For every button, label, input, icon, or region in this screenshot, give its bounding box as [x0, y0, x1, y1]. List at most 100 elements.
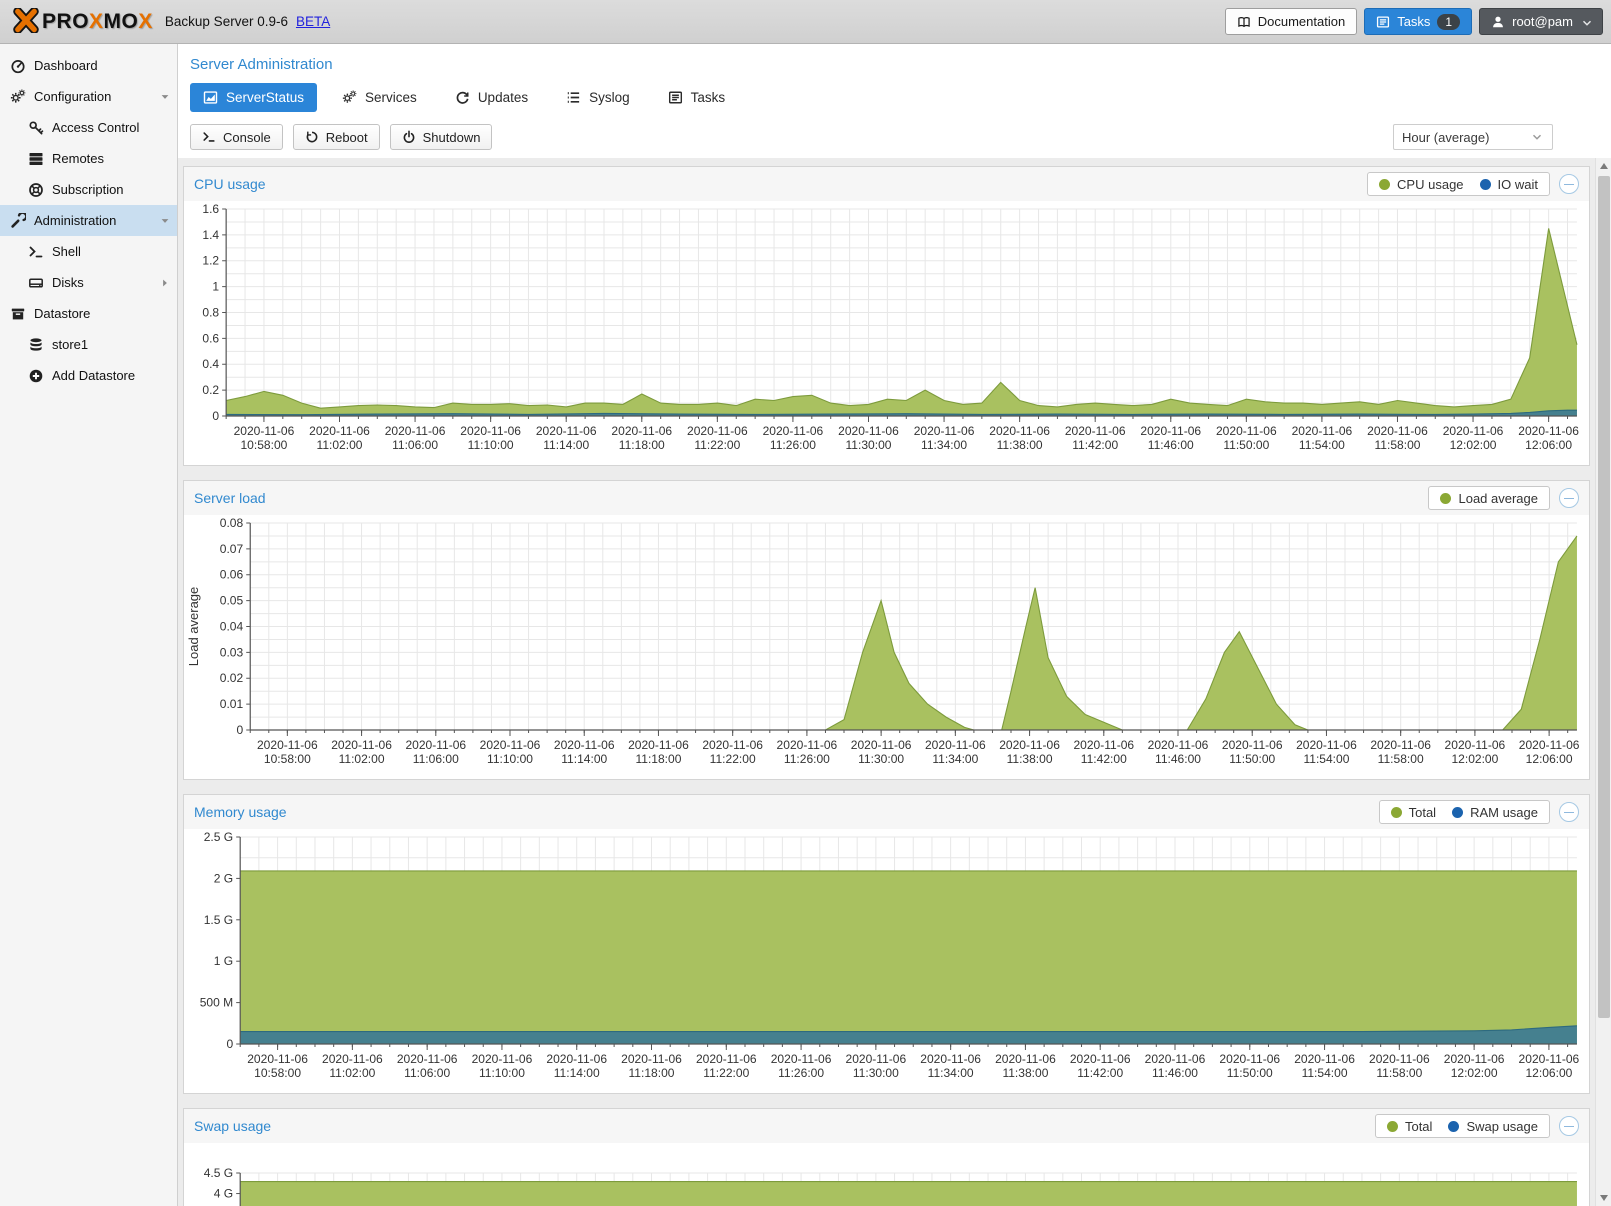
svg-text:2020-11-06: 2020-11-06	[838, 424, 899, 438]
panel-title: Swap usage	[194, 1118, 272, 1134]
svg-text:1.6: 1.6	[202, 202, 219, 216]
sidebar-item-disks[interactable]: Disks	[0, 267, 177, 298]
subscription-icon	[28, 182, 44, 198]
chevron-down-icon[interactable]	[159, 91, 171, 103]
beta-link[interactable]: BETA	[295, 14, 331, 29]
legend-item[interactable]: Load average	[1440, 491, 1538, 506]
memory-usage-legend[interactable]: Total RAM usage	[1378, 800, 1550, 824]
chevron-down-icon[interactable]	[159, 215, 171, 227]
legend-item[interactable]: IO wait	[1479, 176, 1538, 192]
svg-text:2020-11-06: 2020-11-06	[995, 1052, 1056, 1066]
svg-text:11:46:00: 11:46:00	[1152, 1066, 1198, 1080]
scroll-up-arrow[interactable]	[1596, 158, 1611, 174]
legend-dot-icon	[1379, 178, 1391, 190]
reboot-button[interactable]: Reboot	[292, 124, 380, 150]
tasks-count-badge: 1	[1437, 13, 1461, 30]
syslog-icon	[566, 90, 581, 105]
sidebar-item-remotes[interactable]: Remotes	[0, 143, 177, 174]
svg-text:11:34:00: 11:34:00	[928, 1066, 974, 1080]
reboot-icon	[305, 130, 319, 144]
svg-text:11:38:00: 11:38:00	[1002, 1066, 1048, 1080]
swap-usage-chart: 2020-11-0610:58:002020-11-0611:02:002020…	[204, 1166, 1577, 1206]
legend-item[interactable]: Total	[1386, 1119, 1432, 1134]
time-range-select[interactable]: Hour (average)	[1393, 124, 1553, 150]
console-button[interactable]: Console	[190, 124, 283, 150]
scroll-thumb[interactable]	[1598, 176, 1610, 1018]
sidebar-item-administration[interactable]: Administration	[0, 205, 177, 236]
svg-text:2020-11-06: 2020-11-06	[846, 1052, 907, 1066]
main-content: Server Administration ServerStatus Servic…	[178, 44, 1611, 1206]
scroll-down-arrow[interactable]	[1596, 1190, 1611, 1206]
server-load-chart: 2020-11-0610:58:002020-11-0611:02:002020…	[186, 516, 1580, 766]
collapse-panel-button[interactable]	[1559, 1116, 1579, 1136]
brand-word: PROXMOX	[42, 10, 153, 34]
database-icon	[28, 337, 44, 353]
svg-text:11:50:00: 11:50:00	[1227, 1066, 1273, 1080]
svg-text:0.07: 0.07	[220, 542, 244, 556]
svg-text:2020-11-06: 2020-11-06	[397, 1052, 458, 1066]
sidebar-item-dashboard[interactable]: Dashboard	[0, 50, 177, 81]
svg-text:2020-11-06: 2020-11-06	[989, 424, 1050, 438]
product-version: Backup Server 0.9-6	[164, 14, 288, 29]
user-menu-button[interactable]: root@pam	[1479, 8, 1603, 35]
swap-usage-legend[interactable]: Total Swap usage	[1374, 1114, 1550, 1138]
vertical-scrollbar[interactable]	[1595, 158, 1611, 1206]
svg-text:11:10:00: 11:10:00	[487, 752, 533, 766]
svg-text:11:14:00: 11:14:00	[561, 752, 607, 766]
sidebar-item-store1[interactable]: store1	[0, 329, 177, 360]
svg-text:12:02:00: 12:02:00	[1451, 752, 1498, 766]
collapse-panel-button[interactable]	[1559, 174, 1579, 194]
legend-item[interactable]: Swap usage	[1448, 1119, 1538, 1134]
legend-item[interactable]: Total	[1390, 805, 1436, 820]
svg-text:2020-11-06: 2020-11-06	[1070, 1052, 1131, 1066]
collapse-panel-button[interactable]	[1559, 488, 1579, 508]
svg-text:1.2: 1.2	[202, 254, 219, 268]
legend-item[interactable]: RAM usage	[1452, 805, 1538, 820]
svg-text:2020-11-06: 2020-11-06	[536, 424, 597, 438]
tasks-button[interactable]: Tasks 1	[1364, 8, 1473, 35]
shutdown-button[interactable]: Shutdown	[389, 124, 493, 150]
svg-text:11:02:00: 11:02:00	[339, 752, 385, 766]
tab-updates[interactable]: Updates	[442, 83, 541, 112]
svg-text:2020-11-06: 2020-11-06	[1073, 738, 1134, 752]
legend-label: CPU usage	[1397, 176, 1464, 192]
chevron-right-icon[interactable]	[159, 277, 171, 289]
svg-text:0: 0	[212, 409, 219, 423]
svg-text:2020-11-06: 2020-11-06	[1443, 424, 1504, 438]
server-load-legend[interactable]: Load average	[1428, 486, 1550, 510]
sidebar-item-label: Access Control	[52, 120, 140, 135]
svg-text:2020-11-06: 2020-11-06	[1148, 738, 1209, 752]
legend-label: IO wait	[1497, 176, 1538, 192]
svg-text:11:02:00: 11:02:00	[329, 1066, 375, 1080]
tab-services[interactable]: Services	[329, 83, 430, 112]
brand-letter: O	[121, 9, 139, 33]
server-load-panel: Server load Load average 2020-11-06 10:58:0…	[183, 480, 1590, 780]
svg-text:11:38:00: 11:38:00	[997, 438, 1043, 452]
tab-tasks[interactable]: Tasks	[655, 83, 739, 112]
sidebar-item-subscription[interactable]: Subscription	[0, 174, 177, 205]
cpu-usage-legend[interactable]: CPU usage IO wait	[1367, 172, 1550, 196]
sidebar-item-datastore[interactable]: Datastore	[0, 298, 177, 329]
collapse-panel-button[interactable]	[1559, 802, 1579, 822]
memory-usage-panel: Memory usage Total RAM usage 2020-11-06 10:5…	[183, 794, 1590, 1094]
svg-text:11:18:00: 11:18:00	[619, 438, 665, 452]
sidebar-item-shell[interactable]: Shell	[0, 236, 177, 267]
svg-text:2020-11-06: 2020-11-06	[628, 738, 689, 752]
tab-syslog[interactable]: Syslog	[553, 83, 643, 112]
tab-serverstatus[interactable]: ServerStatus	[190, 83, 318, 112]
sidebar-item-configuration[interactable]: Configuration	[0, 81, 177, 112]
datastore-icon	[10, 306, 26, 322]
svg-text:2020-11-06: 2020-11-06	[234, 424, 295, 438]
administration-icon	[10, 212, 26, 229]
svg-text:11:34:00: 11:34:00	[921, 438, 967, 452]
sidebar-item-add-datastore[interactable]: Add Datastore	[0, 360, 177, 391]
sidebar-item-access-control[interactable]: Access Control	[0, 112, 177, 143]
svg-text:2020-11-06: 2020-11-06	[851, 738, 912, 752]
svg-text:2020-11-06: 2020-11-06	[480, 738, 541, 752]
cpu-usage-panel-header: CPU usage CPU usage IO wait	[184, 167, 1589, 201]
chart-icon	[203, 90, 218, 105]
svg-text:11:10:00: 11:10:00	[468, 438, 514, 452]
legend-item[interactable]: CPU usage	[1379, 176, 1464, 192]
documentation-button[interactable]: Documentation	[1224, 8, 1358, 35]
